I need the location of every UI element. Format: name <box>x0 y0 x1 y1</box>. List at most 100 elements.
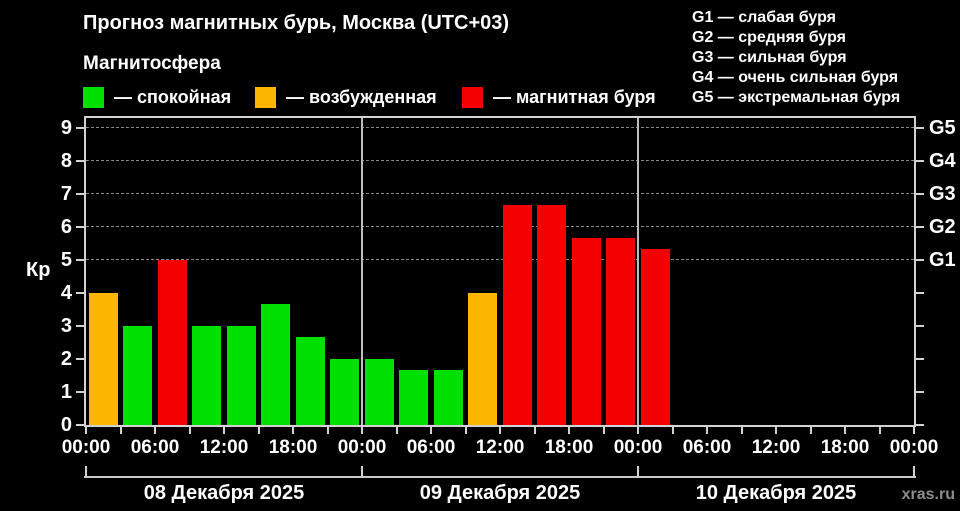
kp-bar <box>399 369 429 425</box>
gridline-kp5 <box>86 258 914 260</box>
x-tick <box>740 427 743 434</box>
x-tick <box>464 427 467 434</box>
x-tick-label: 00:00 <box>613 437 663 458</box>
kp-bar <box>226 326 256 425</box>
y-tick-label: 2 <box>60 348 72 370</box>
x-tick <box>326 427 329 434</box>
kp-plot-area <box>84 116 916 427</box>
x-tick <box>533 427 536 434</box>
right-tick <box>916 391 924 393</box>
g-scale-item: G5 — экстремальная буря <box>692 89 901 106</box>
x-tick <box>706 427 708 434</box>
x-tick-label: 18:00 <box>268 437 318 458</box>
x-tick <box>292 427 294 434</box>
gridline-kp7 <box>86 192 914 194</box>
y-tick-label: 1 <box>60 381 72 403</box>
x-tick-label: 06:00 <box>406 437 456 458</box>
right-tick <box>916 159 924 162</box>
x-tick <box>913 427 915 434</box>
date-axis-tick <box>361 466 363 477</box>
storm-color-swatch <box>462 86 483 108</box>
gridline-kp9 <box>86 126 914 128</box>
x-tick <box>809 427 812 434</box>
kp-bar <box>192 326 222 425</box>
right-tick <box>916 126 924 129</box>
y-tick-label: 9 <box>60 116 72 139</box>
right-tick <box>916 292 924 294</box>
x-tick <box>395 427 398 434</box>
y-tick <box>76 391 84 393</box>
x-tick <box>188 427 191 434</box>
g-scale-item: G3 — сильная буря <box>692 49 847 66</box>
date-label: 10 Декабря 2025 <box>695 482 857 504</box>
kp-bar <box>537 204 567 425</box>
y-tick <box>76 358 84 360</box>
page-title: Прогноз магнитных бурь, Москва (UTC+03) <box>83 12 510 34</box>
date-label: 08 Декабря 2025 <box>143 482 305 504</box>
y-tick-label: 6 <box>60 215 72 238</box>
kp-bar <box>295 336 325 425</box>
x-tick <box>568 427 570 434</box>
y-axis-label: Кр <box>26 259 51 281</box>
kp-bar <box>502 204 532 425</box>
x-tick-label: 00:00 <box>61 437 111 458</box>
date-label: 09 Декабря 2025 <box>419 482 581 504</box>
y-tick-label: 3 <box>60 315 72 337</box>
x-tick-label: 06:00 <box>682 437 732 458</box>
g-scale-item: G4 — очень сильная буря <box>692 69 899 86</box>
unsettled-color-swatch <box>255 86 276 108</box>
y-tick-label: 5 <box>60 248 72 271</box>
y-tick <box>76 159 84 162</box>
legend-item-quiet: — спокойная <box>83 86 231 108</box>
g-level-label: G2 <box>929 215 956 238</box>
right-tick <box>916 225 924 228</box>
legend-label: — возбужденная <box>286 86 437 107</box>
x-tick <box>775 427 777 434</box>
x-tick <box>499 427 501 434</box>
kp-bar <box>261 303 291 425</box>
right-tick <box>916 358 924 360</box>
x-tick-label: 12:00 <box>475 437 525 458</box>
quiet-color-swatch <box>83 86 104 108</box>
x-tick-label: 18:00 <box>544 437 594 458</box>
x-tick <box>85 427 87 434</box>
g-scale-legend: G1 — слабая буря G2 — средняя буря G3 — си… <box>692 8 900 108</box>
date-axis-line <box>84 476 916 478</box>
g-level-label: G3 <box>929 182 956 205</box>
kp-bar <box>468 293 498 425</box>
right-tick <box>916 424 924 426</box>
legend-label: — спокойная <box>114 86 232 107</box>
y-tick-label: 8 <box>60 149 72 172</box>
gridline-kp8 <box>86 159 914 161</box>
y-tick <box>76 258 84 261</box>
x-tick <box>361 427 363 434</box>
x-tick <box>223 427 225 434</box>
x-tick <box>602 427 605 434</box>
x-tick <box>430 427 432 434</box>
date-axis-tick <box>913 466 915 477</box>
y-tick <box>76 424 84 426</box>
y-tick <box>76 192 84 195</box>
kp-bar <box>640 249 670 425</box>
right-tick <box>916 325 924 327</box>
g-level-label: G4 <box>929 149 956 172</box>
magnetosphere-label: Магнитосфера <box>83 53 221 74</box>
x-tick <box>257 427 260 434</box>
x-tick <box>844 427 846 434</box>
kp-bar <box>88 293 118 425</box>
legend-label: — магнитная буря <box>493 86 656 107</box>
x-tick-label: 12:00 <box>199 437 249 458</box>
date-axis-tick <box>85 466 87 477</box>
y-tick <box>76 126 84 129</box>
kp-bar <box>330 359 360 425</box>
y-tick-label: 0 <box>60 414 72 436</box>
kp-bar <box>433 369 463 425</box>
x-tick-label: 12:00 <box>751 437 801 458</box>
date-axis-tick <box>637 466 639 477</box>
x-tick-label: 00:00 <box>889 437 939 458</box>
g-scale-item: G2 — средняя буря <box>692 29 846 46</box>
x-tick <box>154 427 156 434</box>
x-tick <box>878 427 881 434</box>
x-tick-label: 00:00 <box>337 437 387 458</box>
